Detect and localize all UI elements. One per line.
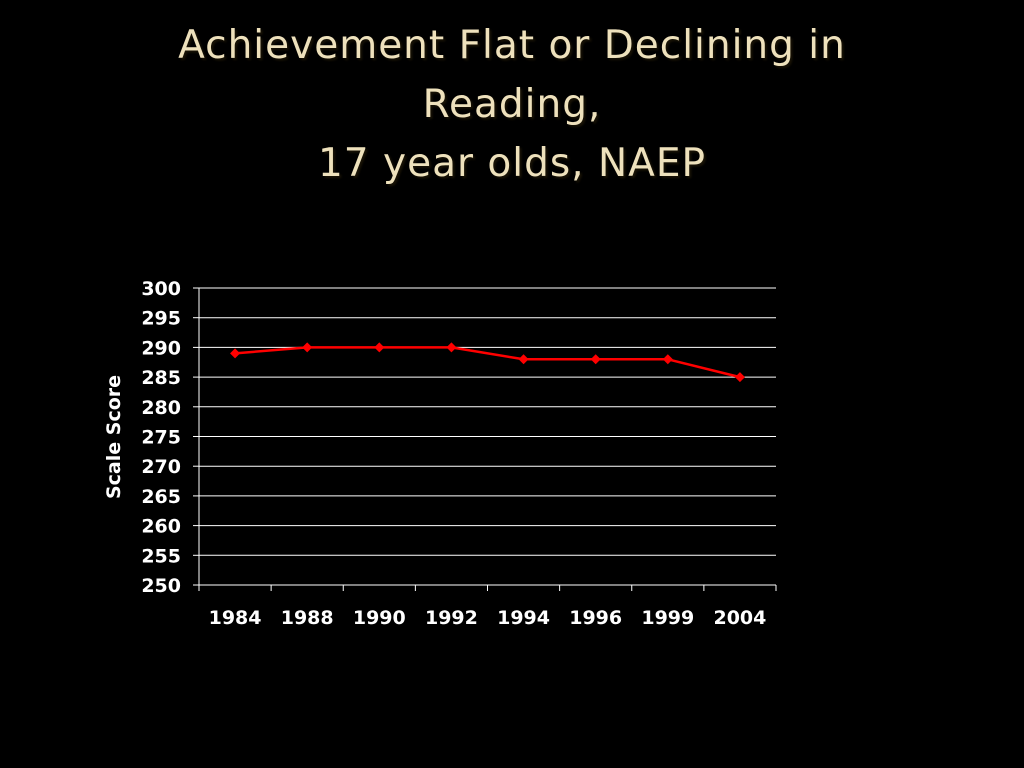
x-tick-label: 2004 xyxy=(713,607,766,629)
data-point xyxy=(230,348,241,359)
y-tick-label: 280 xyxy=(141,397,181,419)
slide-title-line-2: Reading, xyxy=(422,82,602,127)
slide-title: Achievement Flat or Declining in Reading… xyxy=(0,16,1024,193)
x-tick-label: 1996 xyxy=(569,607,622,629)
slide-title-line-3: 17 year olds, NAEP xyxy=(317,141,706,186)
data-point xyxy=(662,354,673,365)
y-tick-label: 260 xyxy=(141,516,181,538)
tick-labels: 300 295 290 285 280 275 270 265 260 255 250 1984 198… xyxy=(141,278,766,629)
y-tick-label: 290 xyxy=(141,337,181,359)
y-tick-label: 285 xyxy=(141,367,181,389)
y-tick-label: 270 xyxy=(141,456,181,478)
x-tick-label: 1992 xyxy=(425,607,478,629)
y-tick-label: 255 xyxy=(141,545,181,567)
x-tick-label: 1984 xyxy=(209,607,262,629)
data-point xyxy=(374,342,385,353)
series-layer xyxy=(230,342,745,383)
series-line xyxy=(234,346,741,379)
y-tick-label: 275 xyxy=(141,427,181,449)
x-tick-label: 1999 xyxy=(641,607,694,629)
y-tick-label: 265 xyxy=(141,486,181,508)
data-point xyxy=(590,354,601,365)
x-tick-label: 1988 xyxy=(281,607,334,629)
gridlines xyxy=(199,287,776,556)
data-point xyxy=(734,372,745,383)
x-tick-label: 1990 xyxy=(353,607,406,629)
y-axis-label: Scale Score xyxy=(103,375,125,499)
y-tick-label: 250 xyxy=(141,575,181,597)
data-point xyxy=(446,342,457,353)
slide-title-line-1: Achievement Flat or Declining in xyxy=(178,23,846,68)
axes xyxy=(193,287,777,591)
y-tick-label: 295 xyxy=(141,308,181,330)
data-point xyxy=(302,342,313,353)
data-point xyxy=(518,354,529,365)
x-tick-label: 1994 xyxy=(497,607,550,629)
y-tick-label: 300 xyxy=(141,278,181,300)
